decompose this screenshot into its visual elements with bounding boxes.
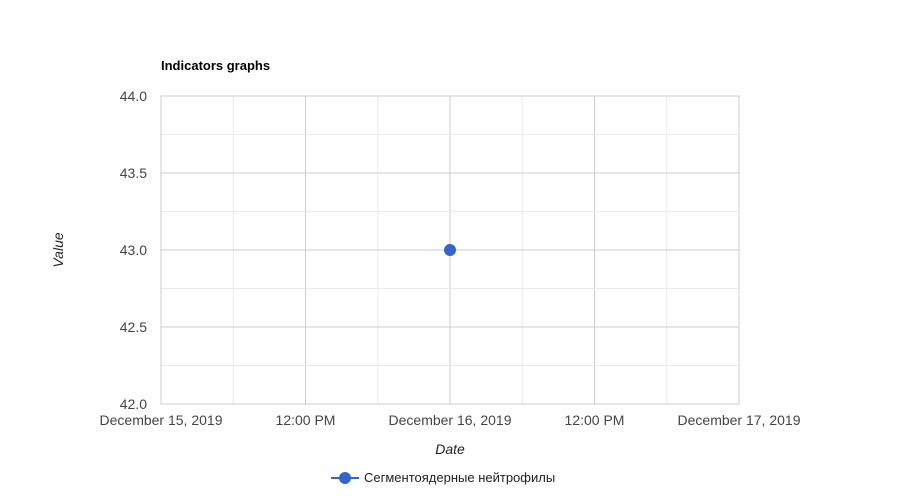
x-tick-label: December 15, 2019	[100, 412, 223, 428]
x-tick-label: 12:00 PM	[565, 412, 625, 428]
y-axis-title: Value	[50, 232, 66, 268]
legend-label: Сегментоядерные нейтрофилы	[364, 470, 555, 485]
legend[interactable]: Сегментоядерные нейтрофилы	[331, 470, 555, 485]
x-axis-ticks: December 15, 2019 12:00 PM December 16, 20…	[100, 412, 801, 428]
chart-title: Indicators graphs	[161, 58, 270, 73]
y-tick-label: 43.5	[120, 165, 147, 181]
series-layer	[444, 244, 456, 256]
plot-frame	[160, 95, 740, 405]
legend-marker	[339, 472, 351, 484]
data-point[interactable]	[444, 244, 456, 256]
x-axis-title: Date	[435, 441, 465, 457]
y-tick-label: 42.0	[120, 396, 147, 412]
y-axis-ticks: 42.0 42.5 43.0 43.5 44.0	[120, 88, 147, 412]
x-tick-label: December 16, 2019	[389, 412, 512, 428]
y-tick-label: 44.0	[120, 88, 147, 104]
x-tick-label: 12:00 PM	[276, 412, 336, 428]
y-tick-label: 42.5	[120, 319, 147, 335]
x-tick-label: December 17, 2019	[678, 412, 801, 428]
y-tick-label: 43.0	[120, 242, 147, 258]
